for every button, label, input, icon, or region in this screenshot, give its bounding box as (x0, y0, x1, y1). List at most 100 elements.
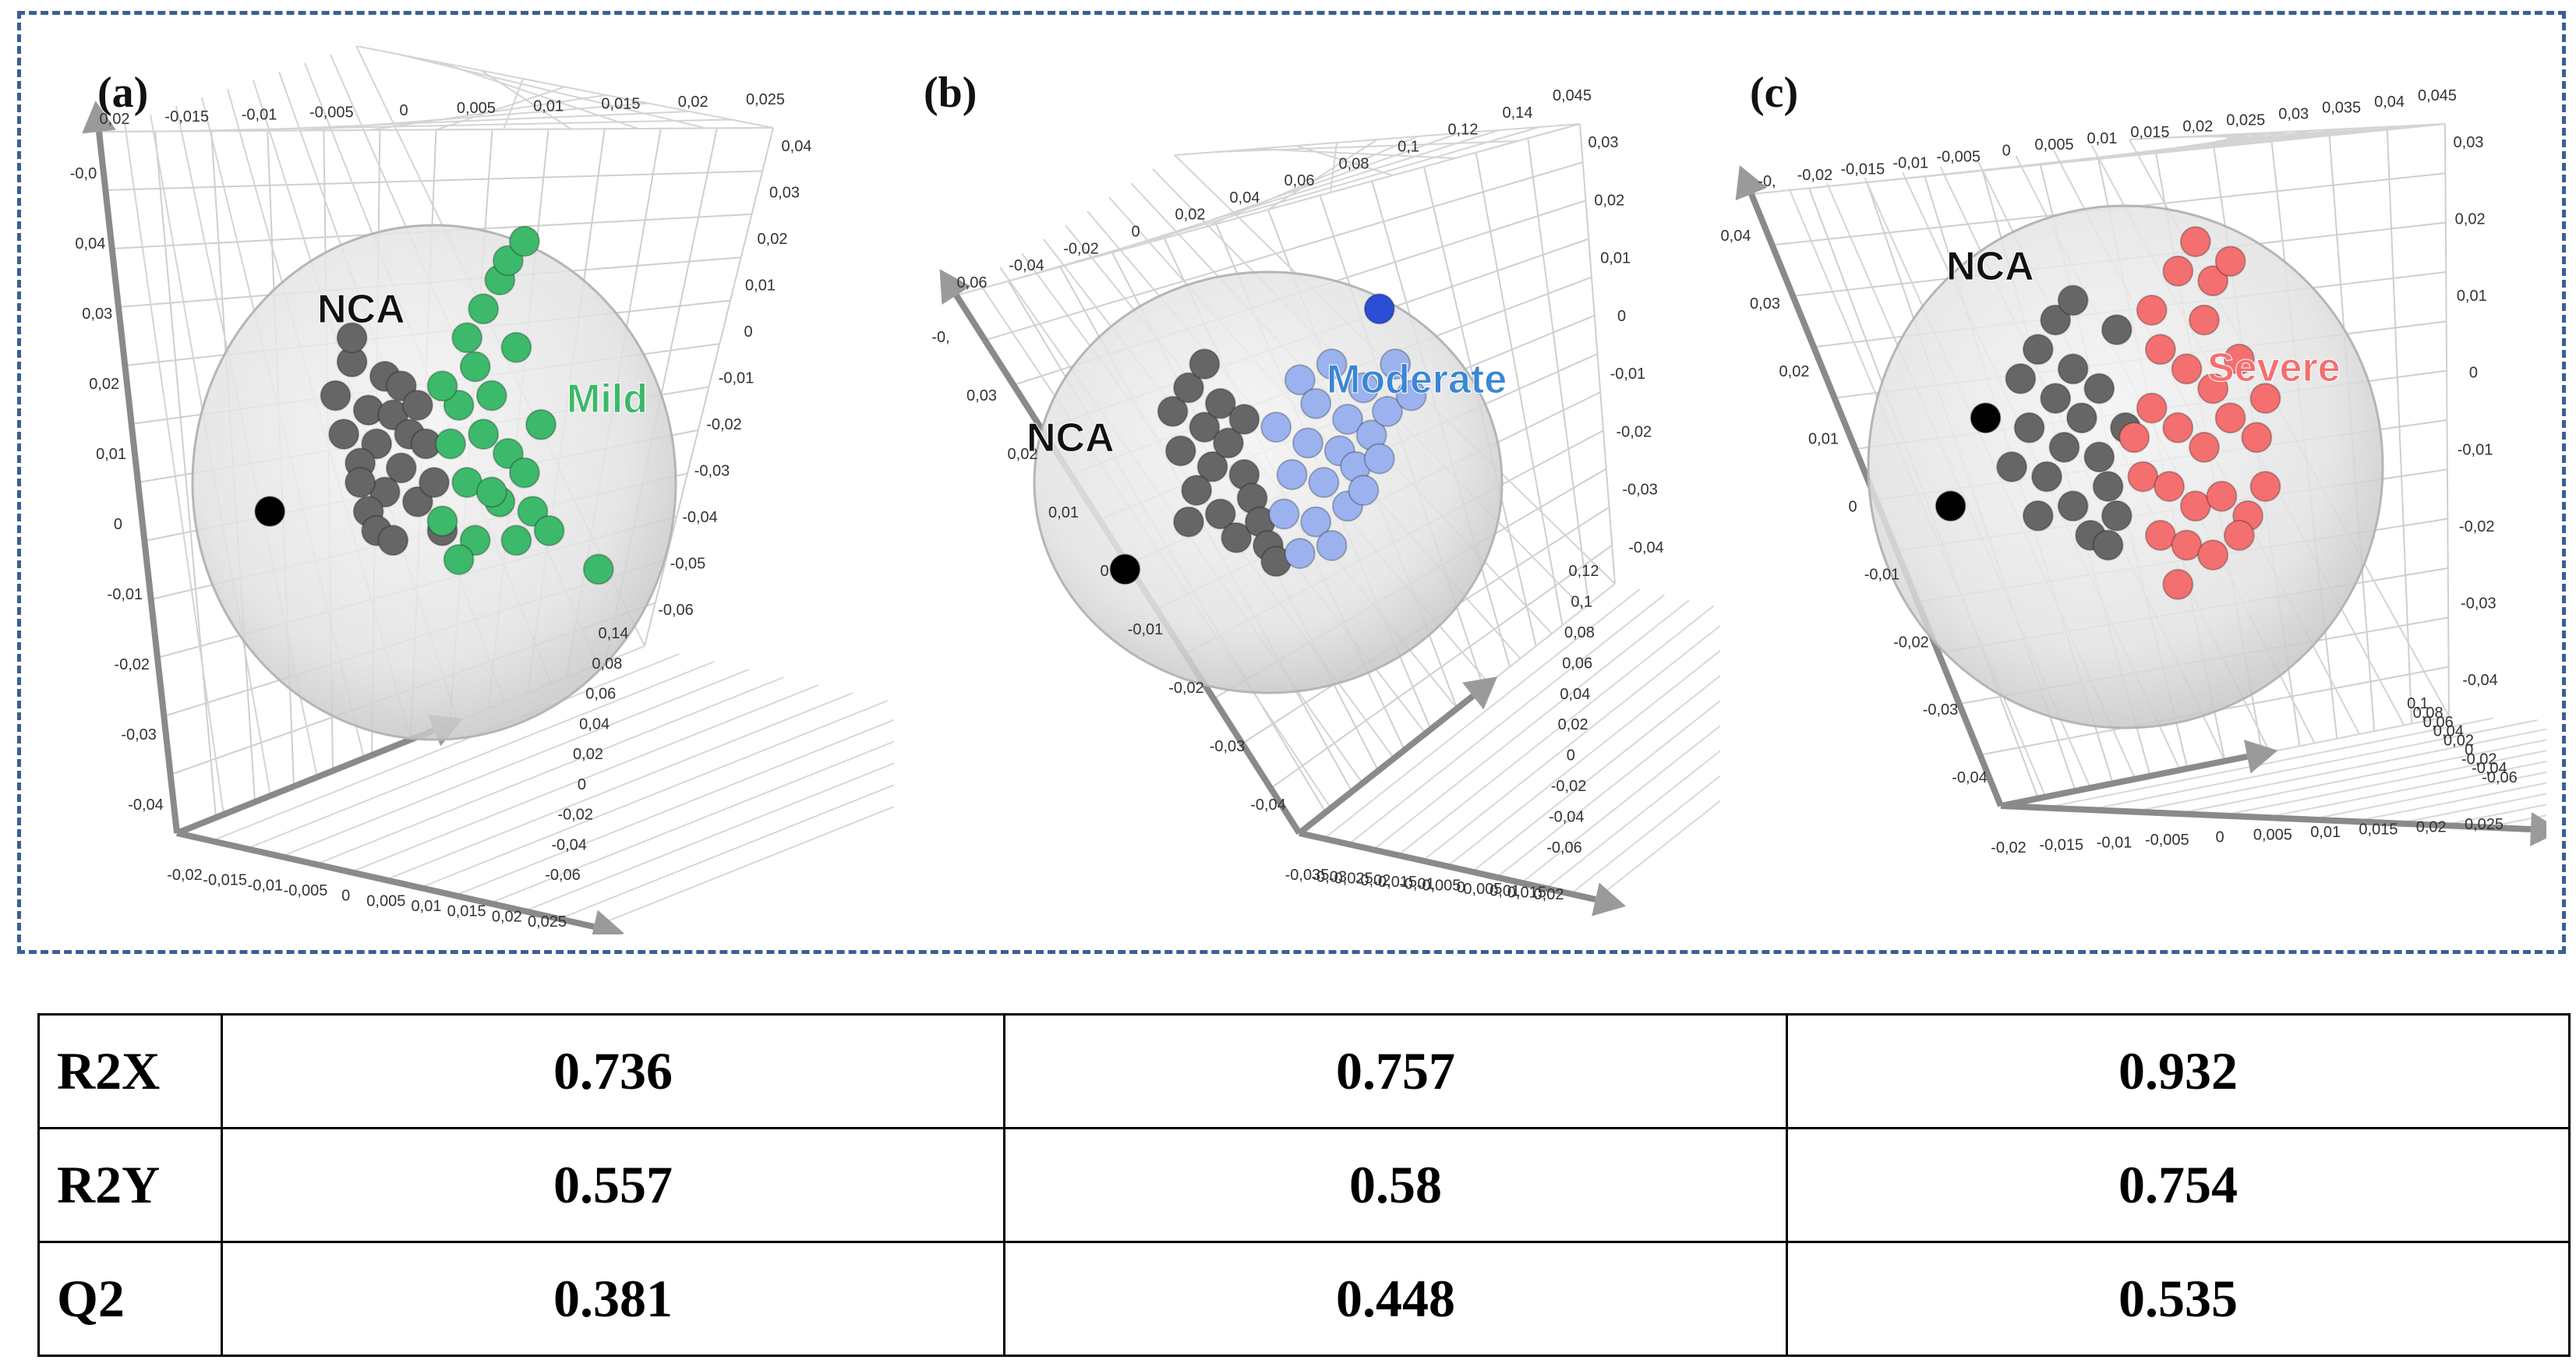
series-nca (1157, 348, 1292, 578)
tick-label: 0 (2465, 741, 2473, 758)
data-point (2101, 314, 2133, 346)
data-point (451, 322, 483, 354)
tick-label: 0,005 (366, 892, 405, 910)
axis-horizontal-arrow (2530, 812, 2546, 846)
grid-line (2265, 760, 2546, 818)
data-point (468, 293, 500, 325)
tick-label: 0,03 (966, 387, 997, 404)
tick-label: -0,03 (1622, 482, 1658, 499)
plot-svg: -0, -0,02 -0,015 -0,01 -0,005 0 0,005 0,01 0,015… (1721, 69, 2546, 857)
axis-vertical-arrow (939, 269, 971, 305)
tick-label: 0,02 (1534, 886, 1564, 903)
grid-line (2386, 129, 2413, 724)
panel-a: 0,02 -0,015 -0,01 -0,005 0 0,005 0,01 0,015 0,02… (68, 46, 894, 934)
grid-line (2177, 739, 2546, 814)
data-point (2136, 295, 2168, 326)
data-point (1308, 467, 1340, 498)
tick-label: -0,02 (1168, 680, 1204, 697)
data-point (1284, 364, 1316, 396)
tick-labels-top: 0,02 -0,015 -0,01 -0,005 0 0,005 0,01 0,015 0,02… (100, 91, 786, 128)
grid-line (211, 653, 680, 842)
tick-label: -0,01 (719, 370, 754, 387)
tick-label: -0,01 (1399, 875, 1435, 892)
grid-line (315, 676, 784, 865)
tick-label: -0,04 (1628, 539, 1664, 556)
tick-label: -0,06 (545, 867, 581, 884)
tick-label: 0,02 (2443, 733, 2474, 750)
figure-frame: 0,02 -0,015 -0,01 -0,005 0 0,005 0,01 0,015 0,02… (17, 11, 2566, 954)
panel-label: (a) (97, 69, 148, 117)
grid-line (1595, 800, 1720, 900)
data-point (1276, 458, 1308, 490)
grid-line (2354, 782, 2546, 822)
tick-label: 0,04 (1230, 189, 1260, 207)
tick-label: 0,02 (89, 376, 119, 393)
data-point (2057, 353, 2089, 385)
grid-line (398, 53, 706, 129)
tick-label: 0,015 (1507, 885, 1546, 902)
data-point (401, 486, 433, 518)
group-label-mild: Mild (567, 376, 648, 422)
axis-depth-arrow (2243, 740, 2278, 774)
data-point (500, 331, 532, 363)
axis-depth-arrow (1462, 676, 1498, 710)
data-point (2189, 431, 2220, 463)
tick-label: 0,035 (2322, 100, 2361, 117)
tick-label: 0,015 (601, 96, 640, 113)
tick-label: 0,1 (1398, 138, 1419, 155)
tick-label: 0,02 (100, 111, 130, 128)
data-point (2005, 362, 2037, 394)
metric-value: 0.736 (221, 1013, 1005, 1129)
tick-label: 0,015 (2130, 124, 2169, 141)
metric-value: 0.557 (221, 1127, 1005, 1243)
tick-label: -0,03 (1311, 868, 1347, 885)
data-point (361, 428, 393, 460)
tick-label: -0,02 (2461, 751, 2497, 768)
data-point (1395, 380, 1427, 412)
data-point (2083, 441, 2115, 473)
tick-label: 0,14 (1503, 104, 1533, 122)
tick-label: -0,015 (1840, 161, 1885, 178)
tick-labels-left: -0, 0,03 0,02 0,01 0 -0,01 -0,02 -0,03 -0,04 (931, 329, 1285, 814)
data-point (2197, 373, 2229, 404)
tick-label: 0 (1617, 308, 1626, 325)
data-point (582, 553, 614, 585)
data-point (2241, 422, 2273, 454)
grid-line (1295, 145, 1394, 176)
group-label-nca: NCA (1027, 415, 1115, 461)
tick-label: 0 (1457, 879, 1465, 896)
tick-labels-left: -0,0 0,04 0,03 0,02 0,01 0 -0,01 -0,02 -0,03 -0,0… (70, 165, 164, 814)
data-point (1181, 475, 1213, 507)
metric-name: R2Y (37, 1127, 223, 1243)
axis-depth (175, 727, 436, 836)
tick-label: 0,08 (2413, 705, 2443, 722)
tick-label: -0,02 (706, 416, 742, 433)
tick-label: 0 (400, 102, 408, 119)
tick-label: 0,08 (1564, 624, 1595, 641)
tick-label: 0 (2002, 143, 2011, 160)
confidence-sphere (1033, 270, 1504, 694)
tick-label: -0,005 (1936, 149, 1981, 166)
series-severe (2118, 226, 2281, 600)
tick-labels-bottom: -0,02 -0,015 -0,01 -0,005 0 0,005 0,01 0,015 0,0… (167, 867, 567, 931)
data-point (1213, 427, 1244, 459)
data-point (2092, 529, 2124, 561)
data-point (508, 225, 540, 257)
tick-label: -0,02 (114, 656, 150, 673)
series-nca (1996, 284, 2141, 561)
data-point (2118, 422, 2150, 454)
tick-label: 0,01 (533, 97, 564, 115)
data-point (1196, 450, 1228, 482)
grid-line (124, 122, 224, 815)
data-point (492, 245, 524, 277)
series-outlier (254, 496, 286, 528)
data-point (1173, 506, 1204, 538)
grid-line (419, 700, 889, 888)
tick-label: 0,02 (573, 746, 603, 763)
grid-line (2221, 750, 2546, 817)
tick-label: 0 (1100, 563, 1108, 580)
data-point (1189, 412, 1221, 443)
confidence-sphere (1867, 204, 2384, 729)
tick-label: 0,005 (1463, 881, 1502, 898)
data-point (1228, 404, 1260, 435)
